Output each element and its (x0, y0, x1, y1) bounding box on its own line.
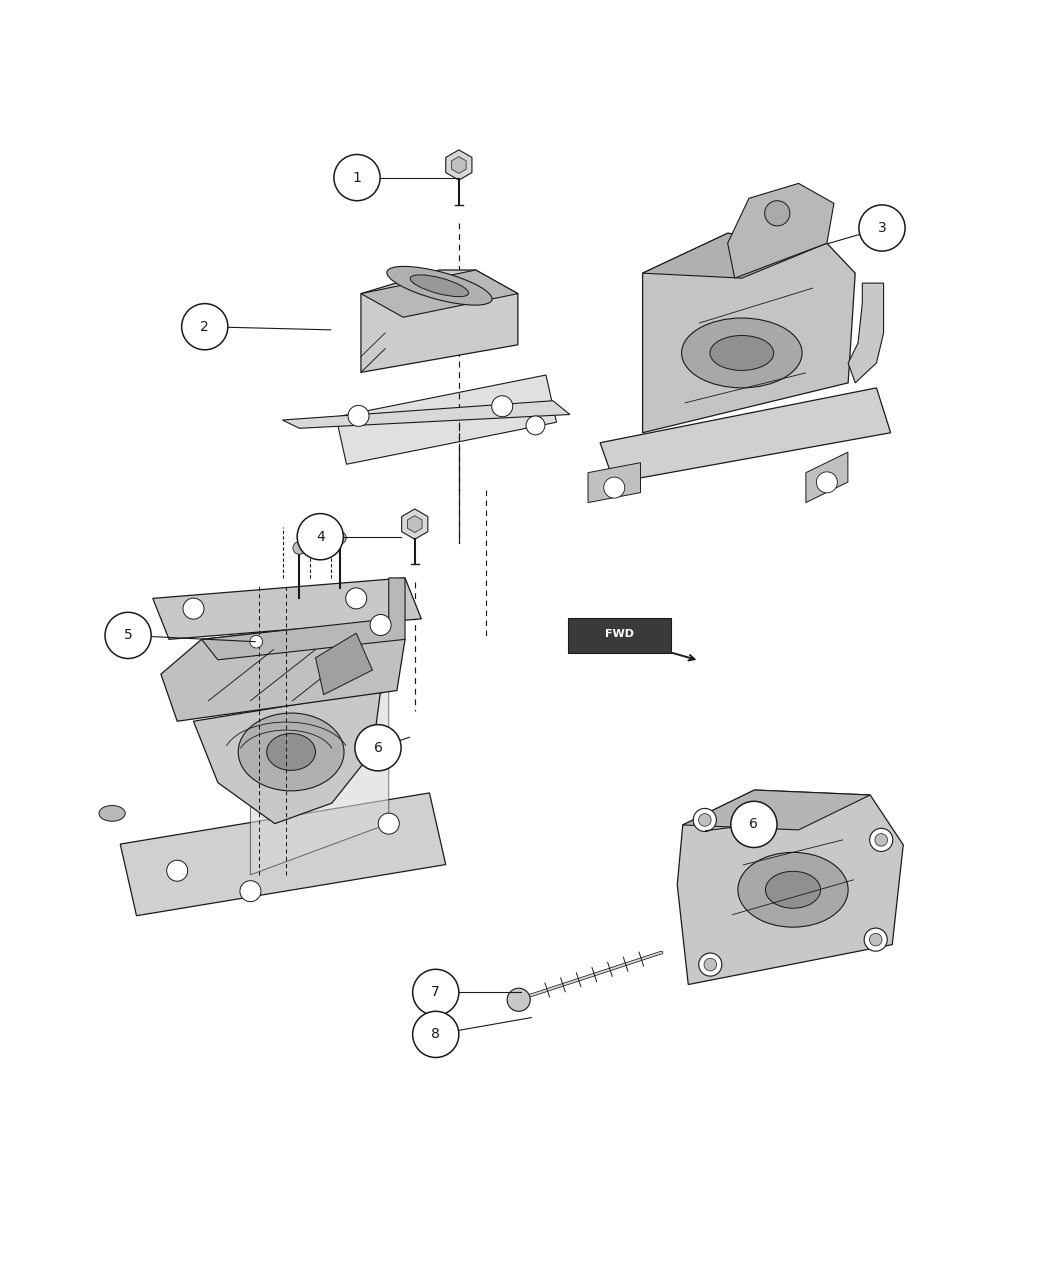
Circle shape (334, 154, 380, 200)
Polygon shape (806, 453, 848, 502)
Ellipse shape (411, 275, 468, 297)
Polygon shape (282, 400, 570, 428)
Circle shape (705, 959, 716, 970)
Circle shape (507, 988, 530, 1011)
Polygon shape (161, 618, 405, 722)
Circle shape (699, 952, 722, 977)
Polygon shape (336, 375, 556, 464)
Circle shape (182, 303, 228, 349)
Circle shape (370, 615, 391, 635)
Circle shape (859, 205, 905, 251)
Ellipse shape (765, 871, 821, 908)
Circle shape (345, 588, 366, 609)
Text: 7: 7 (432, 986, 440, 1000)
Text: FWD: FWD (605, 630, 634, 639)
Circle shape (250, 635, 262, 648)
Ellipse shape (238, 713, 344, 790)
Polygon shape (848, 283, 884, 382)
Text: 6: 6 (750, 817, 758, 831)
Circle shape (348, 405, 369, 426)
Circle shape (875, 834, 887, 847)
Polygon shape (728, 184, 834, 278)
Circle shape (378, 813, 399, 834)
Text: 6: 6 (374, 741, 382, 755)
Polygon shape (193, 691, 380, 824)
Text: 2: 2 (201, 320, 209, 334)
Circle shape (239, 881, 260, 901)
Polygon shape (361, 270, 518, 372)
Circle shape (764, 200, 790, 226)
Text: 4: 4 (316, 529, 324, 543)
Text: 5: 5 (124, 629, 132, 643)
Polygon shape (402, 509, 427, 539)
Circle shape (105, 612, 151, 658)
Circle shape (604, 477, 625, 499)
Text: 1: 1 (353, 171, 361, 185)
Polygon shape (643, 233, 827, 278)
Polygon shape (315, 634, 373, 695)
Circle shape (817, 472, 838, 493)
Circle shape (864, 928, 887, 951)
Polygon shape (250, 691, 388, 875)
Polygon shape (682, 790, 870, 830)
Circle shape (698, 813, 711, 826)
Polygon shape (677, 790, 903, 984)
Polygon shape (446, 150, 471, 180)
Circle shape (869, 933, 882, 946)
Polygon shape (452, 157, 466, 173)
Circle shape (413, 969, 459, 1015)
Circle shape (183, 598, 204, 620)
Polygon shape (643, 233, 855, 432)
Polygon shape (120, 793, 445, 915)
Circle shape (491, 395, 512, 417)
Polygon shape (588, 463, 640, 502)
Ellipse shape (99, 806, 125, 821)
Circle shape (297, 514, 343, 560)
Circle shape (293, 542, 306, 555)
Circle shape (413, 1011, 459, 1057)
Circle shape (526, 416, 545, 435)
Ellipse shape (267, 733, 316, 770)
Text: 3: 3 (878, 221, 886, 235)
Polygon shape (407, 515, 422, 533)
Text: 8: 8 (432, 1028, 440, 1042)
Ellipse shape (681, 317, 802, 388)
Polygon shape (202, 578, 405, 659)
Ellipse shape (245, 634, 268, 650)
Circle shape (334, 532, 346, 544)
Circle shape (355, 724, 401, 771)
FancyBboxPatch shape (568, 617, 671, 653)
Polygon shape (152, 578, 421, 639)
Ellipse shape (738, 853, 848, 927)
Circle shape (731, 801, 777, 848)
Polygon shape (600, 388, 890, 483)
Circle shape (167, 861, 188, 881)
Ellipse shape (710, 335, 774, 371)
Ellipse shape (386, 266, 492, 305)
Circle shape (693, 808, 716, 831)
Circle shape (869, 829, 892, 852)
Polygon shape (361, 270, 518, 317)
